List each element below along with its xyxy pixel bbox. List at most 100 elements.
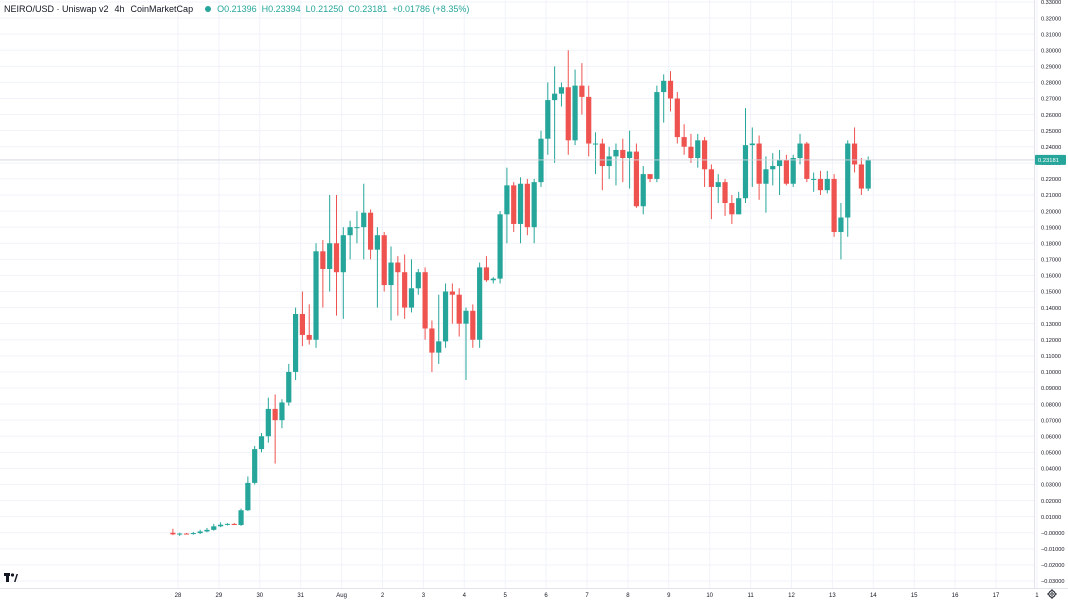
candle-body [708,169,715,187]
candle-body [613,149,619,157]
candle-body [776,159,783,167]
last-price-badge [1035,154,1066,165]
candle-up [797,133,803,165]
candle-body [633,151,640,207]
candle-body [620,149,626,159]
last-price-label: 0.23181 [1038,158,1059,164]
candle-up [327,195,333,292]
candle-body [586,96,592,144]
candle-body [858,164,864,189]
candle-down [422,267,428,340]
y-tick-label: 0.02000 [1041,499,1061,505]
x-tick-label: 5 [504,593,508,599]
candle-body [367,212,374,250]
x-tick-label: 14 [870,593,877,599]
candle-body [845,143,851,218]
candle-body [211,526,217,530]
candle-body [286,371,292,403]
candle-up [292,307,299,380]
candle-up [552,66,558,163]
candle-up [545,82,551,155]
candle-body [292,314,299,372]
candle-body [504,185,510,215]
candle-body [449,291,455,295]
candle-body [831,178,837,232]
candle-down [681,124,687,155]
ohlc-values: O0.21396 H0.23394 L0.21250 C0.23181 +0.0… [217,4,469,14]
candle-body [661,80,667,93]
candle-body [790,158,796,184]
candle-down [483,256,490,282]
candle-body [824,178,830,191]
y-tick-label: 0.15000 [1041,290,1061,296]
candle-up [388,246,394,321]
candle-body [627,151,633,159]
low-value: L0.21250 [305,4,344,14]
candle-up [286,363,292,406]
x-tick-label: 17 [993,593,1000,599]
candle-up [613,143,619,186]
candle-up [211,523,217,531]
time-axis[interactable]: 28 29 30 31 Aug 2 3 4 5 6 7 8 9 10 11 12 13 14 15 16 17 1 [0,588,1068,600]
candle-up [517,177,524,244]
candle-body [811,178,817,180]
candle-down [449,283,455,324]
y-tick-label: 0.14000 [1041,306,1061,312]
symbol-title[interactable]: NEIRO/USD · Uniswap v2 [4,4,109,14]
candle-up [749,127,755,187]
candle-down [858,158,864,195]
y-tick-label: 0.18000 [1041,241,1061,247]
candle-up [770,153,776,186]
candle-body [245,482,251,511]
candle-up [742,108,749,204]
candle-body [388,262,394,286]
x-tick-label: 2 [381,593,385,599]
interval-label[interactable]: 4h [114,4,125,14]
candle-up [354,211,360,244]
candle-down [633,143,640,208]
x-tick-label: 8 [626,593,630,599]
candle-up [190,531,196,535]
candle-down [831,174,837,237]
price-axis[interactable]: 0.33000 0.32000 0.31000 0.30000 0.29000 0.280… [1034,0,1067,588]
candle-body [545,100,551,139]
candle-body [258,436,265,450]
candle-body [654,92,660,179]
y-tick-label: 0.10000 [1041,370,1061,376]
candle-body [736,198,742,215]
candle-up [361,183,367,260]
candle-body [865,159,871,189]
candle-body [429,328,435,353]
candle-down [756,135,762,200]
candle-body [647,174,653,179]
x-tick-label: 16 [952,593,959,599]
candle-body [333,243,340,273]
candle-down [586,85,592,157]
candle-up [442,283,449,348]
candle-down [333,195,340,316]
candle-body [817,178,824,191]
candle-down [367,209,374,260]
y-tick-label: 0.29000 [1041,65,1061,71]
gear-icon[interactable] [1047,589,1057,599]
candle-body [320,251,326,269]
candle-up [265,397,271,443]
tradingview-logo-icon[interactable] [4,572,18,584]
candle-up [258,433,265,453]
candle-body [470,310,476,340]
candle-body [674,98,680,138]
candle-up [279,399,285,429]
candle-body [667,80,674,99]
y-tick-label: −0.02000 [1041,563,1065,569]
candle-up [865,156,871,191]
candle-body [177,533,183,535]
candle-up [477,262,483,348]
candle-body [851,143,858,165]
candle-up [538,130,544,187]
x-tick-label: 29 [216,593,223,599]
x-tick-label: 12 [788,593,795,599]
candle-up [776,149,783,195]
candle-up [197,529,203,535]
